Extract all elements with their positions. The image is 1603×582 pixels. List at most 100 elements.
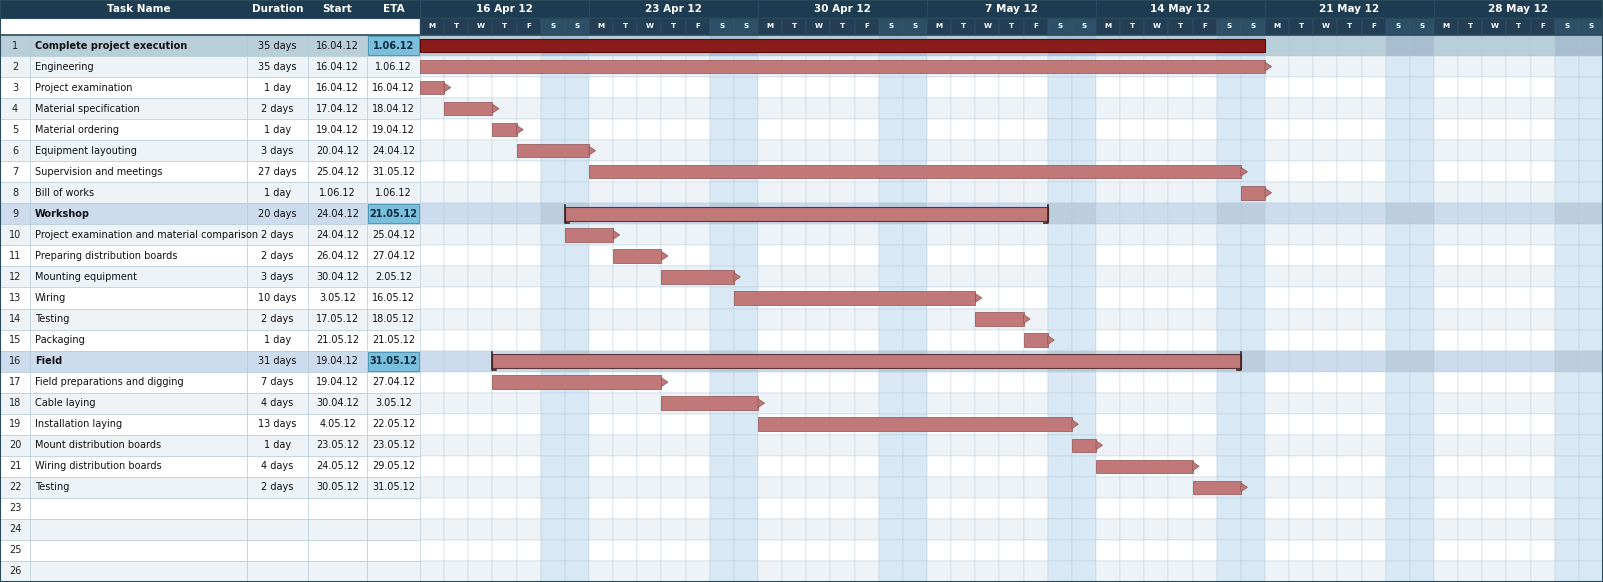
Bar: [662, 540, 686, 561]
Bar: [662, 414, 686, 435]
Bar: [1120, 203, 1145, 224]
Bar: [492, 77, 516, 98]
Bar: [444, 540, 468, 561]
Bar: [468, 203, 492, 224]
Bar: [420, 393, 444, 414]
Bar: [444, 140, 468, 161]
Bar: [564, 56, 588, 77]
Bar: [1145, 77, 1169, 98]
Bar: [1265, 477, 1289, 498]
Bar: [492, 56, 516, 77]
Bar: [878, 308, 902, 329]
Bar: [951, 561, 975, 582]
Bar: [878, 498, 902, 519]
Bar: [902, 372, 927, 393]
Bar: [492, 435, 516, 456]
Bar: [444, 519, 468, 540]
Bar: [540, 519, 564, 540]
Bar: [308, 477, 367, 498]
Polygon shape: [1193, 462, 1199, 471]
Text: S: S: [720, 23, 725, 30]
Bar: [1048, 161, 1072, 182]
Bar: [999, 456, 1024, 477]
Bar: [492, 477, 516, 498]
Bar: [1361, 561, 1385, 582]
Bar: [1048, 308, 1072, 329]
Text: 6: 6: [11, 146, 18, 156]
Bar: [1048, 414, 1072, 435]
Bar: [0, 77, 30, 98]
Bar: [1145, 414, 1169, 435]
Bar: [686, 119, 710, 140]
Bar: [1435, 498, 1459, 519]
Bar: [927, 161, 951, 182]
Bar: [540, 477, 564, 498]
Bar: [1265, 161, 1289, 182]
Bar: [999, 98, 1024, 119]
Bar: [927, 119, 951, 140]
Bar: [806, 140, 830, 161]
Bar: [540, 372, 564, 393]
Text: Field preparations and digging: Field preparations and digging: [35, 377, 184, 387]
Bar: [1024, 561, 1048, 582]
Bar: [830, 77, 854, 98]
Bar: [612, 267, 638, 288]
Bar: [468, 18, 492, 35]
Text: T: T: [1178, 23, 1183, 30]
Bar: [1531, 267, 1555, 288]
Bar: [0, 477, 420, 498]
Bar: [734, 561, 758, 582]
Text: 17: 17: [8, 377, 21, 387]
Bar: [830, 393, 854, 414]
Bar: [1217, 119, 1241, 140]
Bar: [1579, 477, 1603, 498]
Bar: [444, 182, 468, 203]
Bar: [975, 519, 999, 540]
Bar: [564, 161, 588, 182]
Bar: [638, 119, 662, 140]
Bar: [308, 161, 367, 182]
Bar: [1289, 540, 1313, 561]
Bar: [1289, 456, 1313, 477]
Bar: [247, 414, 308, 435]
Bar: [1217, 224, 1241, 246]
Bar: [975, 498, 999, 519]
Bar: [1435, 288, 1459, 308]
Bar: [710, 477, 734, 498]
Bar: [1217, 519, 1241, 540]
Bar: [1337, 308, 1361, 329]
Text: 20 days: 20 days: [258, 209, 297, 219]
Bar: [1289, 435, 1313, 456]
Bar: [1459, 18, 1483, 35]
Bar: [492, 456, 516, 477]
Bar: [1169, 498, 1193, 519]
Bar: [1096, 224, 1120, 246]
Bar: [1193, 119, 1217, 140]
Bar: [367, 456, 420, 477]
Bar: [686, 308, 710, 329]
Bar: [1048, 224, 1072, 246]
Bar: [1048, 119, 1072, 140]
Bar: [1120, 35, 1145, 56]
Text: 21.05.12: 21.05.12: [372, 335, 415, 345]
Bar: [308, 77, 367, 98]
Bar: [1289, 224, 1313, 246]
Bar: [30, 203, 247, 224]
Bar: [1507, 393, 1531, 414]
Bar: [662, 308, 686, 329]
Bar: [1459, 267, 1483, 288]
Bar: [492, 161, 516, 182]
Bar: [1531, 498, 1555, 519]
Text: 14: 14: [10, 314, 21, 324]
Bar: [686, 561, 710, 582]
Bar: [588, 165, 1241, 179]
Bar: [1531, 161, 1555, 182]
Text: M: M: [936, 23, 943, 30]
Bar: [1217, 456, 1241, 477]
Bar: [540, 35, 564, 56]
Bar: [492, 203, 516, 224]
Bar: [1072, 393, 1096, 414]
Bar: [1313, 56, 1337, 77]
Bar: [420, 267, 444, 288]
Bar: [854, 372, 878, 393]
